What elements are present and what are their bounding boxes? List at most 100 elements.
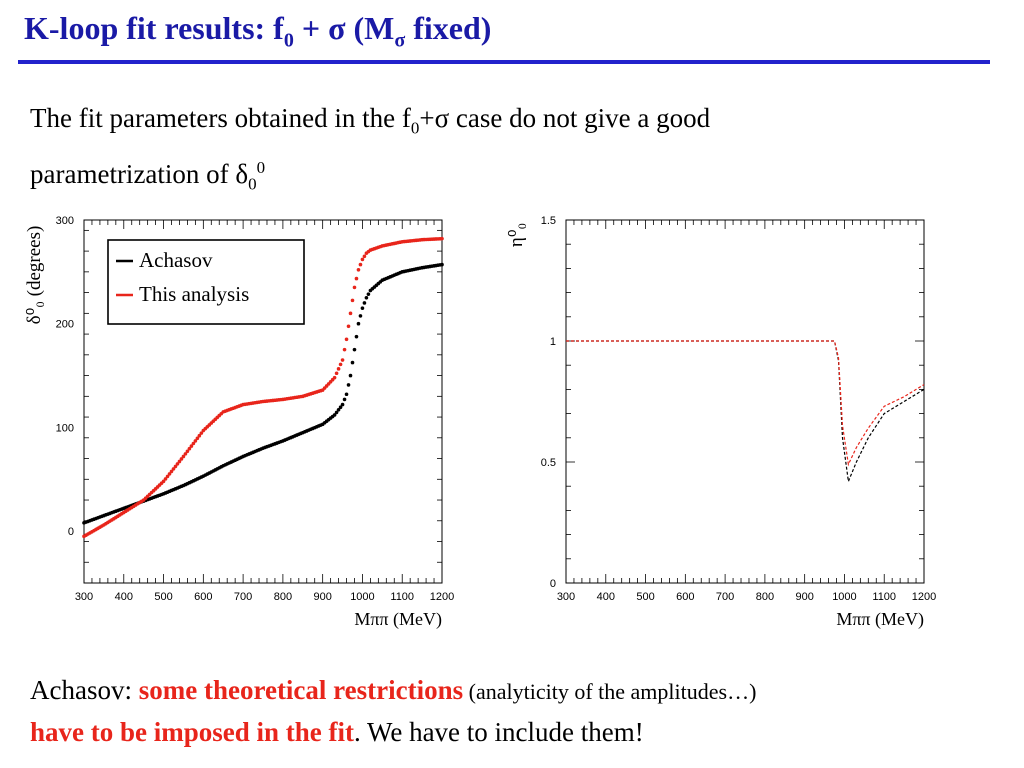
- data-point: [185, 449, 190, 454]
- x-axis-label: Mππ (MeV): [836, 609, 924, 630]
- x-tick-label: 400: [597, 591, 615, 603]
- data-point: [342, 397, 347, 402]
- legend-box: [107, 239, 305, 325]
- x-tick-label: 300: [557, 591, 575, 603]
- conclusion-emphasis-1: some theoretical restrictions: [138, 675, 464, 705]
- y-tick-label: 0: [550, 578, 556, 590]
- data-point: [332, 375, 337, 380]
- y-tick-label: 300: [56, 215, 74, 227]
- title-main: K-loop fit results: f: [24, 10, 284, 46]
- data-point: [362, 301, 367, 305]
- intro-delta-subscript: 0: [248, 174, 257, 194]
- title-underline: [18, 60, 990, 64]
- title-subscript-sigma: σ: [394, 29, 406, 52]
- data-point: [181, 454, 186, 459]
- data-point: [338, 405, 343, 410]
- chart-svg-1: 300 400 500 600 700 800 900 1000 1100 1200 0 0.5 1 1.…: [506, 215, 936, 630]
- data-point: [360, 257, 365, 262]
- x-tick-label: 600: [194, 591, 212, 603]
- chart-svg-0: 300 400 500 600 700 800 900 1000 1100 1200 0 100 200…: [24, 215, 454, 630]
- data-point: [358, 314, 363, 318]
- x-tick-label: 300: [75, 591, 93, 603]
- x-tick-label: 1000: [832, 591, 856, 603]
- intro-part-c: parametrization of δ: [30, 159, 249, 190]
- data-point: [193, 439, 198, 443]
- data-point: [352, 285, 357, 290]
- x-tick-label: 1100: [390, 591, 414, 603]
- series-1: [82, 236, 444, 539]
- data-point: [336, 367, 341, 371]
- conclusion-part-a: Achasov:: [30, 675, 139, 705]
- plot-frame: [565, 219, 925, 584]
- intro-part-a: The fit parameters obtained in the f: [30, 103, 411, 133]
- series-line-0: [566, 340, 925, 484]
- title-mid: + σ (M: [293, 10, 395, 46]
- series-line-1: [566, 340, 925, 467]
- phase-shift-chart: 300 400 500 600 700 800 900 1000 1100 1200 0 100 200…: [18, 205, 458, 635]
- intro-delta-superscript: 0: [256, 158, 266, 178]
- data-point: [360, 306, 365, 310]
- data-point: [356, 321, 361, 326]
- data-point: [163, 477, 168, 481]
- data-point: [366, 292, 371, 296]
- y-axis-label: η⁰₀: [506, 223, 527, 247]
- x-tick-label: 700: [234, 591, 252, 603]
- data-point: [161, 479, 166, 484]
- x-tick-label: 800: [274, 591, 292, 603]
- x-tick-label: 1200: [912, 591, 936, 603]
- x-tick-label: 700: [716, 591, 734, 603]
- x-axis-label: Mππ (MeV): [354, 609, 442, 630]
- conclusion-note: (analyticity of the amplitudes…): [463, 679, 757, 704]
- intro-part-b: +σ case do not give a good: [419, 103, 711, 133]
- data-point: [356, 267, 361, 272]
- data-point: [350, 360, 355, 365]
- y-tick-label: 200: [56, 319, 74, 331]
- data-point: [354, 276, 359, 281]
- data-point: [167, 472, 172, 476]
- data-point: [342, 347, 347, 352]
- data-point: [175, 462, 180, 466]
- data-point: [334, 410, 339, 415]
- data-point: [440, 262, 444, 267]
- conclusion-emphasis-2: have to be imposed in the fit: [30, 717, 354, 747]
- data-point: [189, 444, 194, 448]
- title-end: fixed): [405, 10, 492, 46]
- data-point: [350, 298, 355, 303]
- data-point: [346, 383, 351, 387]
- x-tick-label: 500: [154, 591, 172, 603]
- data-point: [191, 441, 196, 446]
- data-point: [358, 262, 363, 267]
- x-tick-label: 900: [795, 591, 813, 603]
- plot-frame: [83, 219, 443, 584]
- data-point: [332, 413, 337, 417]
- data-point: [348, 311, 353, 316]
- data-point: [165, 474, 170, 479]
- inelasticity-chart: 300 400 500 600 700 800 900 1000 1100 1200 0 0.5 1 1.…: [500, 205, 940, 635]
- data-point: [197, 433, 202, 438]
- legend: Achasov This analysis: [107, 239, 305, 325]
- y-axis-label: δ⁰₀ (degrees): [24, 226, 45, 325]
- y-tick-label: 0: [68, 526, 74, 538]
- data-point: [344, 337, 349, 342]
- data-point: [362, 254, 367, 259]
- y-tick-label: 1: [550, 336, 556, 348]
- data-point: [334, 371, 339, 376]
- x-tick-label: 600: [676, 591, 694, 603]
- data-point: [177, 459, 182, 464]
- intro-subscript: 0: [410, 118, 420, 138]
- data-point: [173, 464, 178, 469]
- x-tick-label: 500: [636, 591, 654, 603]
- data-point: [348, 373, 353, 378]
- data-point: [340, 402, 345, 407]
- data-point: [364, 295, 369, 300]
- y-tick-label: 100: [56, 422, 74, 434]
- conclusion-end: . We have to include them!: [354, 717, 644, 747]
- x-tick-label: 1000: [350, 591, 374, 603]
- data-point: [169, 469, 174, 474]
- data-point: [440, 236, 444, 241]
- data-point: [354, 334, 359, 339]
- x-tick-label: 900: [313, 591, 331, 603]
- data-point: [346, 324, 351, 329]
- data-point: [183, 452, 188, 456]
- x-tick-label: 1200: [430, 591, 454, 603]
